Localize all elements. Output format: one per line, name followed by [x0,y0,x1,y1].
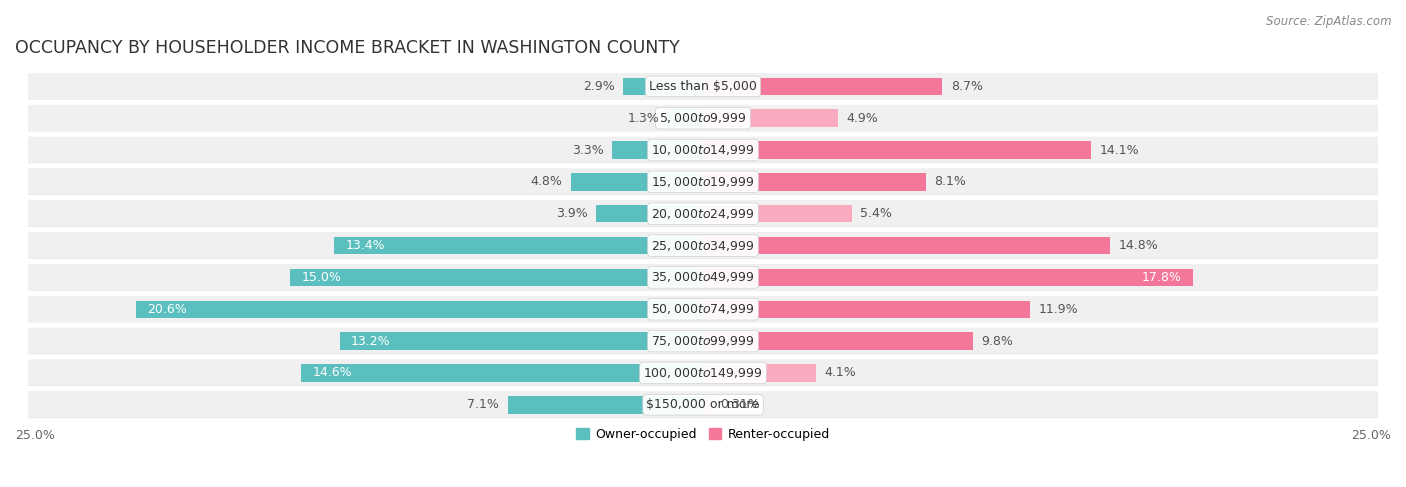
Text: 11.9%: 11.9% [1039,303,1078,316]
Bar [703,396,711,413]
FancyBboxPatch shape [28,137,1378,163]
FancyBboxPatch shape [28,360,1378,386]
FancyBboxPatch shape [28,359,1378,386]
FancyBboxPatch shape [28,73,1378,99]
Text: 0.31%: 0.31% [720,398,759,412]
FancyBboxPatch shape [28,264,1378,290]
Bar [703,300,1031,318]
Text: 4.9%: 4.9% [846,112,877,125]
Text: 20.6%: 20.6% [148,303,187,316]
Text: 4.8%: 4.8% [531,175,562,188]
Text: 1.3%: 1.3% [627,112,659,125]
Text: 7.1%: 7.1% [467,398,499,412]
Text: 13.4%: 13.4% [346,239,385,252]
FancyBboxPatch shape [28,73,1378,99]
Text: 8.1%: 8.1% [934,175,966,188]
Text: $10,000 to $14,999: $10,000 to $14,999 [651,143,755,157]
Text: $15,000 to $19,999: $15,000 to $19,999 [651,175,755,189]
FancyBboxPatch shape [28,392,1378,418]
Text: 15.0%: 15.0% [301,271,342,284]
FancyBboxPatch shape [28,105,1378,131]
FancyBboxPatch shape [28,232,1378,259]
Text: $75,000 to $99,999: $75,000 to $99,999 [651,334,755,348]
Text: OCCUPANCY BY HOUSEHOLDER INCOME BRACKET IN WASHINGTON COUNTY: OCCUPANCY BY HOUSEHOLDER INCOME BRACKET … [15,39,679,57]
Bar [335,237,703,254]
Bar [340,332,703,350]
Bar [703,237,1111,254]
Bar [612,141,703,159]
FancyBboxPatch shape [28,169,1378,195]
Text: $100,000 to $149,999: $100,000 to $149,999 [644,366,762,380]
Text: 14.1%: 14.1% [1099,144,1139,156]
Text: 25.0%: 25.0% [15,429,55,442]
Text: Less than $5,000: Less than $5,000 [650,80,756,93]
Text: 25.0%: 25.0% [1351,429,1391,442]
FancyBboxPatch shape [28,137,1378,163]
Bar [703,332,973,350]
Text: $50,000 to $74,999: $50,000 to $74,999 [651,302,755,316]
Text: Source: ZipAtlas.com: Source: ZipAtlas.com [1267,15,1392,28]
FancyBboxPatch shape [28,169,1378,195]
Text: $20,000 to $24,999: $20,000 to $24,999 [651,206,755,221]
FancyBboxPatch shape [28,328,1378,354]
Text: $150,000 or more: $150,000 or more [647,398,759,412]
Text: 4.1%: 4.1% [824,366,856,379]
Text: 3.3%: 3.3% [572,144,605,156]
Bar [136,300,703,318]
Bar [290,269,703,286]
FancyBboxPatch shape [28,105,1378,131]
FancyBboxPatch shape [28,200,1378,226]
Text: 14.6%: 14.6% [312,366,352,379]
Bar [703,77,942,95]
Text: 9.8%: 9.8% [981,335,1012,348]
Text: 13.2%: 13.2% [350,335,391,348]
Text: $25,000 to $34,999: $25,000 to $34,999 [651,239,755,253]
Text: 14.8%: 14.8% [1119,239,1159,252]
Bar [571,173,703,190]
Bar [703,173,927,190]
FancyBboxPatch shape [28,328,1378,354]
Bar [668,110,703,127]
FancyBboxPatch shape [28,264,1378,290]
Text: 17.8%: 17.8% [1142,271,1182,284]
FancyBboxPatch shape [28,392,1378,417]
Bar [703,269,1192,286]
FancyBboxPatch shape [28,296,1378,322]
Bar [508,396,703,413]
Bar [703,364,815,382]
FancyBboxPatch shape [28,201,1378,227]
Bar [596,205,703,223]
Text: 5.4%: 5.4% [860,207,891,220]
Text: 8.7%: 8.7% [950,80,983,93]
Text: $5,000 to $9,999: $5,000 to $9,999 [659,111,747,125]
FancyBboxPatch shape [28,296,1378,322]
Text: $35,000 to $49,999: $35,000 to $49,999 [651,270,755,284]
Bar [301,364,703,382]
FancyBboxPatch shape [28,232,1378,258]
Bar [703,205,852,223]
Bar [703,141,1091,159]
Text: 2.9%: 2.9% [583,80,614,93]
Legend: Owner-occupied, Renter-occupied: Owner-occupied, Renter-occupied [571,423,835,446]
Bar [623,77,703,95]
Text: 3.9%: 3.9% [555,207,588,220]
Bar [703,110,838,127]
